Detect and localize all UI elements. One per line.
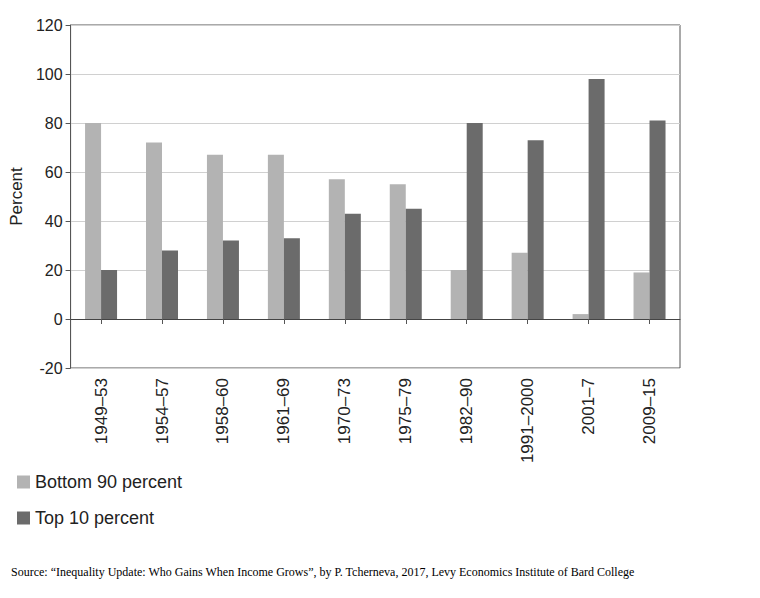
svg-text:1982–90: 1982–90	[457, 378, 476, 444]
svg-text:2001–7: 2001–7	[579, 378, 598, 435]
svg-text:2009–15: 2009–15	[640, 378, 659, 444]
svg-text:1958–60: 1958–60	[213, 378, 232, 444]
svg-text:1991–2000: 1991–2000	[518, 378, 537, 463]
svg-text:1961–69: 1961–69	[274, 378, 293, 444]
svg-text:0: 0	[54, 311, 63, 328]
svg-text:Percent: Percent	[7, 167, 26, 226]
svg-text:40: 40	[45, 213, 63, 230]
svg-text:1970–73: 1970–73	[335, 378, 354, 444]
svg-text:1975–79: 1975–79	[396, 378, 415, 444]
svg-text:-20: -20	[39, 360, 62, 377]
svg-text:120: 120	[36, 17, 63, 34]
svg-text:1949–53: 1949–53	[92, 378, 111, 444]
svg-text:1954–57: 1954–57	[153, 378, 172, 444]
svg-text:20: 20	[45, 262, 63, 279]
svg-text:Top 10 percent: Top 10 percent	[35, 508, 154, 528]
svg-text:100: 100	[36, 66, 63, 83]
svg-text:60: 60	[45, 164, 63, 181]
svg-text:Bottom 90 percent: Bottom 90 percent	[35, 472, 182, 492]
svg-text:80: 80	[45, 115, 63, 132]
svg-text:Source: “Inequality Update: Wh: Source: “Inequality Update: Who Gains Wh…	[11, 565, 634, 579]
